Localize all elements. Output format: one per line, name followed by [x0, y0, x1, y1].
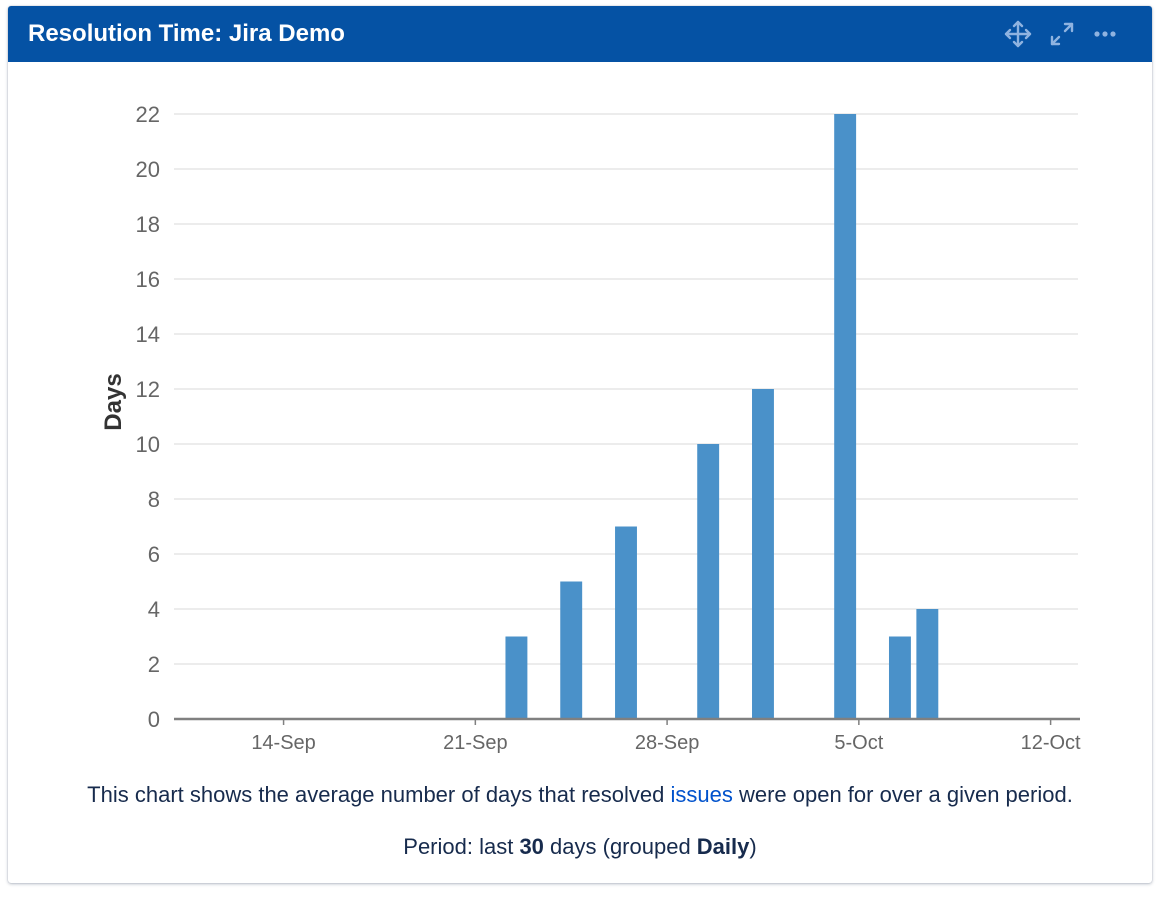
move-icon[interactable] [1001, 16, 1035, 52]
y-tick-label: 14 [136, 322, 160, 347]
chart-description: This chart shows the average number of d… [8, 782, 1152, 808]
bars [505, 114, 939, 720]
period-middle: days (grouped [543, 834, 697, 859]
y-tick-label: 0 [148, 707, 160, 732]
x-tick-label: 28-Sep [635, 732, 700, 754]
bar[interactable] [752, 389, 774, 719]
x-tick-label: 12-Oct [1021, 732, 1081, 754]
gadget-header: Resolution Time: Jira Demo [8, 6, 1152, 62]
issues-link[interactable]: issues [670, 782, 733, 807]
y-tick-label: 12 [136, 377, 160, 402]
bar[interactable] [505, 636, 528, 720]
period-suffix: ) [749, 834, 757, 859]
x-tick-label: 21-Sep [443, 732, 508, 754]
y-tick-label: 22 [136, 102, 160, 127]
gadget: Resolution Time: Jira Demo [8, 6, 1152, 883]
description-text-start: This chart shows the average number of d… [87, 782, 671, 807]
bar[interactable] [615, 526, 637, 720]
axes: 0 2 4 6 8 10 12 14 16 18 20 22 14-Sep 21-Sep 28-Sep 5-O… [136, 102, 1082, 754]
period-prefix: Period: last [403, 834, 520, 859]
description-text-end: were open for over a given period. [732, 782, 1073, 807]
more-icon[interactable] [1088, 16, 1122, 52]
resolution-time-chart: 0 2 4 6 8 10 12 14 16 18 20 22 14-Sep 21-Sep 28-Sep 5-O… [100, 102, 1082, 754]
bar[interactable] [697, 444, 720, 719]
gadget-title: Resolution Time: Jira Demo [28, 20, 345, 47]
bar[interactable] [916, 609, 939, 719]
y-tick-label: 2 [148, 652, 160, 677]
y-tick-label: 6 [148, 542, 160, 567]
y-axis-label: Days [100, 373, 127, 430]
period-days: 30 [519, 834, 544, 859]
bar[interactable] [888, 636, 911, 720]
y-tick-label: 8 [148, 487, 160, 512]
x-tick-label: 5-Oct [834, 732, 883, 754]
bar[interactable] [834, 114, 857, 719]
period-info: Period: last 30 days (grouped Daily) [8, 834, 1152, 860]
y-tick-label: 18 [136, 212, 160, 237]
y-tick-label: 10 [136, 432, 160, 457]
y-tick-label: 20 [136, 157, 160, 182]
x-tick-label: 14-Sep [251, 732, 316, 754]
expand-icon[interactable] [1045, 16, 1079, 52]
period-grouping: Daily [696, 834, 750, 859]
y-tick-label: 4 [148, 597, 160, 622]
bar[interactable] [560, 581, 583, 720]
y-tick-label: 16 [136, 267, 160, 292]
